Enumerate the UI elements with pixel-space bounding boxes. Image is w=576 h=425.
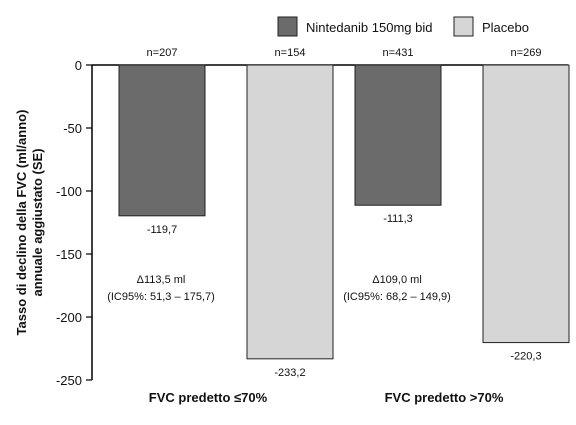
- value-label: -111,3: [383, 213, 413, 225]
- delta-annotation: Δ113,5 ml: [137, 274, 186, 286]
- y-tick-label: 0: [75, 58, 82, 73]
- y-tick-label: -100: [56, 184, 82, 199]
- legend: Nintedanib 150mg bid Placebo: [277, 16, 529, 37]
- legend-swatch: [453, 16, 474, 37]
- y-axis-label-line: Tasso di declino della FVC (ml/anno): [14, 110, 29, 336]
- bar: [482, 64, 570, 344]
- x-category-label: FVC predetto >70%: [385, 390, 504, 405]
- bar: [246, 64, 334, 360]
- delta-annotation: (IC95%: 51,3 – 175,7): [107, 291, 215, 303]
- legend-swatch: [277, 16, 298, 37]
- y-tick-label: -250: [56, 373, 82, 388]
- value-label: -220,3: [510, 351, 541, 363]
- n-label: n=269: [511, 47, 542, 59]
- legend-label: Nintedanib 150mg bid: [306, 20, 432, 35]
- y-axis-label-line: annuale aggiustato (SE): [30, 148, 45, 296]
- x-axis-categories: FVC predetto ≤70% FVC predetto >70%: [149, 390, 504, 405]
- n-label: n=431: [383, 47, 414, 59]
- delta-annotation: (IC95%: 68,2 – 149,9): [343, 291, 451, 303]
- value-label: -119,7: [147, 224, 177, 236]
- delta-annotation: Δ109,0 ml: [372, 274, 422, 286]
- y-tick-label: -200: [56, 310, 82, 325]
- y-axis-label: Tasso di declino della FVC (ml/anno) annu…: [14, 110, 45, 336]
- n-label: n=154: [275, 47, 306, 59]
- legend-label: Placebo: [482, 20, 529, 35]
- y-tick-label: -50: [63, 121, 82, 136]
- value-label: -233,2: [274, 367, 305, 379]
- bars: [118, 64, 570, 360]
- data-labels: n=207 -119,7 n=154 -233,2 n=431 -111,3 n=269 -2…: [147, 47, 542, 379]
- bar: [118, 64, 206, 217]
- x-category-label: FVC predetto ≤70%: [149, 390, 268, 405]
- annotations: Δ113,5 ml (IC95%: 51,3 – 175,7) Δ109,0 ml (…: [107, 274, 451, 303]
- bar: [354, 64, 442, 206]
- y-tick-label: -150: [56, 247, 82, 262]
- n-label: n=207: [147, 47, 178, 59]
